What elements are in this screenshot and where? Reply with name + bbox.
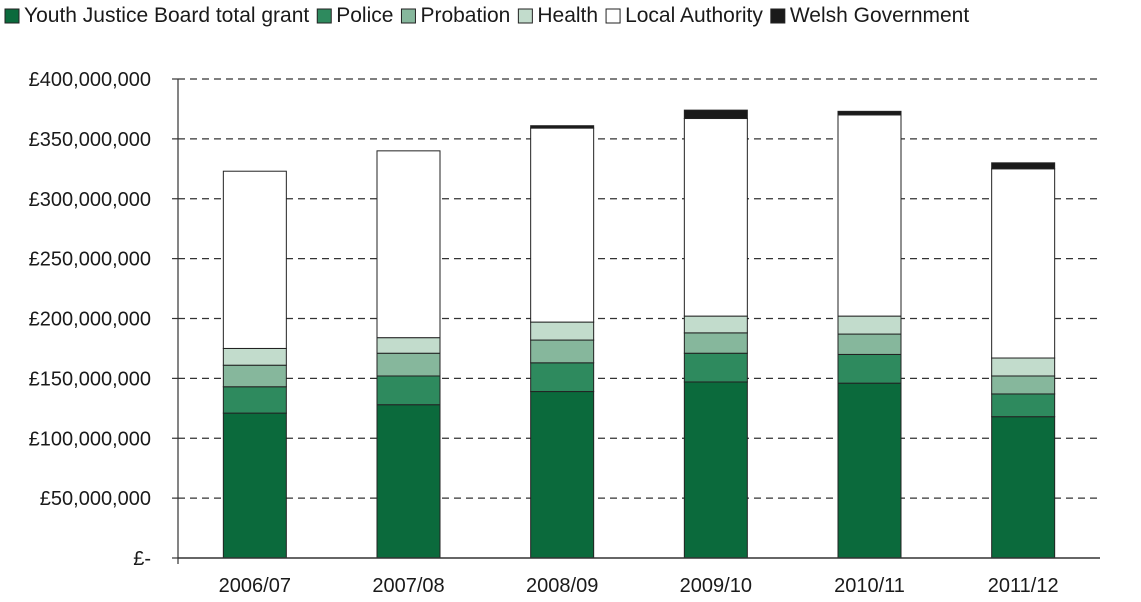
bar-segment-health	[530, 321, 595, 341]
legend-swatch-health	[517, 8, 533, 24]
y-axis: £- £50,000,000 £100,000,000 £150,000,000 £20…	[29, 69, 179, 570]
gridlines	[178, 78, 1100, 499]
legend-swatch-probation	[400, 8, 416, 24]
legend-swatch-welsh-government	[770, 8, 786, 24]
legend-swatch-local-authority	[605, 8, 621, 24]
legend-label-health: Health	[537, 4, 598, 27]
legend-label-welsh-government: Welsh Government	[790, 4, 970, 27]
bar-segment-probation	[222, 364, 287, 388]
bar-segment-probation	[683, 332, 748, 354]
bar-segment-health	[683, 315, 748, 334]
bar-segment-probation	[837, 333, 902, 355]
bar-segment-police	[837, 353, 902, 384]
x-tick-label: 2006/07	[219, 575, 291, 597]
bar-segment-youth-justice-board-total-grant	[837, 382, 902, 559]
legend-label-youth-justice-board-total-grant: Youth Justice Board total grant	[24, 4, 309, 27]
legend-swatch-police	[316, 8, 332, 24]
bar-segment-youth-justice-board-total-grant	[222, 412, 287, 559]
y-tick-label: £400,000,000	[29, 69, 151, 91]
bars	[222, 109, 1056, 559]
bar-segment-police	[530, 362, 595, 393]
bar-segment-police	[376, 375, 441, 406]
x-axis: 2006/07 2007/08 2008/09 2009/10 2010/11 2011/…	[178, 557, 1100, 597]
bar-segment-police	[683, 352, 748, 383]
bar-segment-health	[837, 315, 902, 335]
legend-label-local-authority: Local Authority	[625, 4, 763, 27]
bar-segment-youth-justice-board-total-grant	[376, 404, 441, 559]
bar-segment-local-authority	[991, 168, 1056, 359]
x-tick-label: 2007/08	[372, 575, 444, 597]
bar-segment-probation	[991, 375, 1056, 395]
bar-segment-police	[222, 386, 287, 414]
y-tick-label: £300,000,000	[29, 189, 151, 211]
bar-segment-local-authority	[530, 127, 595, 323]
bar-segment-welsh-government	[837, 110, 902, 116]
bar-segment-police	[991, 393, 1056, 418]
bar-segment-local-authority	[376, 150, 441, 339]
bar-segment-local-authority	[683, 118, 748, 317]
bar-segment-welsh-government	[530, 125, 595, 129]
y-tick-label: £250,000,000	[29, 249, 151, 271]
y-tick-label: £200,000,000	[29, 309, 151, 331]
x-tick-label: 2009/10	[680, 575, 752, 597]
bar-segment-health	[991, 357, 1056, 377]
bar-segment-youth-justice-board-total-grant	[683, 381, 748, 559]
y-tick-label: £350,000,000	[29, 129, 151, 151]
bar-segment-probation	[530, 339, 595, 364]
legend-label-police: Police	[336, 4, 393, 27]
bar-segment-health	[222, 347, 287, 366]
bar-segment-youth-justice-board-total-grant	[530, 391, 595, 559]
bar-segment-welsh-government	[683, 109, 748, 120]
x-tick-label: 2008/09	[526, 575, 598, 597]
bar-segment-local-authority	[222, 170, 287, 349]
y-tick-label: £50,000,000	[40, 488, 151, 510]
y-tick-label: £150,000,000	[29, 368, 151, 390]
x-tick-label: 2010/11	[834, 575, 905, 597]
bar-segment-welsh-government	[991, 162, 1056, 170]
legend-label-probation: Probation	[420, 4, 510, 27]
x-tick-label: 2011/12	[988, 575, 1059, 597]
bar-segment-local-authority	[837, 114, 902, 317]
bar-segment-probation	[376, 352, 441, 377]
y-tick-label: £-	[133, 548, 151, 570]
legend: Youth Justice Board total grant Police Pro…	[4, 4, 970, 27]
bar-segment-youth-justice-board-total-grant	[991, 416, 1056, 559]
y-tick-label: £100,000,000	[29, 428, 151, 450]
legend-swatch-youth-justice-board-total-grant	[4, 8, 20, 24]
bar-segment-health	[376, 337, 441, 354]
